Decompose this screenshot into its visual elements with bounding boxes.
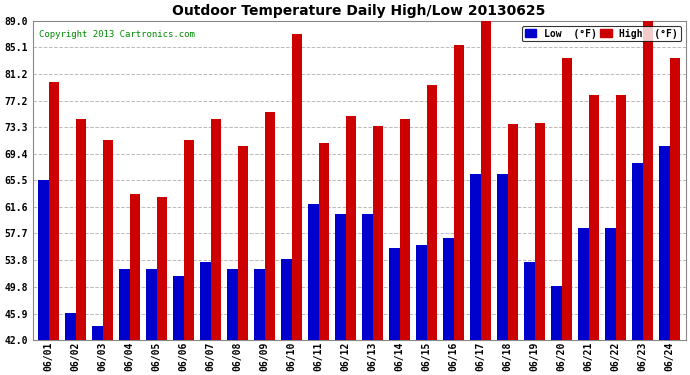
Bar bbox=[471, 174, 481, 340]
Bar bbox=[265, 112, 275, 340]
Bar bbox=[551, 286, 562, 340]
Bar bbox=[49, 82, 59, 340]
Bar bbox=[292, 34, 302, 340]
Bar bbox=[562, 58, 572, 340]
Bar bbox=[66, 313, 76, 340]
Bar bbox=[157, 197, 167, 340]
Bar bbox=[508, 124, 518, 340]
Bar bbox=[444, 238, 453, 340]
Bar bbox=[589, 96, 599, 340]
Bar bbox=[615, 96, 626, 340]
Bar bbox=[130, 194, 140, 340]
Bar bbox=[642, 21, 653, 340]
Bar bbox=[669, 58, 680, 340]
Bar bbox=[373, 126, 383, 340]
Bar bbox=[103, 140, 113, 340]
Bar bbox=[308, 204, 319, 340]
Bar bbox=[497, 174, 508, 340]
Bar bbox=[173, 276, 184, 340]
Bar bbox=[255, 269, 265, 340]
Bar bbox=[535, 123, 545, 340]
Bar bbox=[39, 180, 49, 340]
Bar bbox=[146, 269, 157, 340]
Bar bbox=[346, 116, 356, 340]
Bar bbox=[416, 245, 426, 340]
Bar bbox=[362, 214, 373, 340]
Bar bbox=[119, 269, 130, 340]
Bar bbox=[481, 21, 491, 340]
Text: Copyright 2013 Cartronics.com: Copyright 2013 Cartronics.com bbox=[39, 30, 195, 39]
Bar bbox=[335, 214, 346, 340]
Bar bbox=[389, 248, 400, 340]
Bar bbox=[524, 262, 535, 340]
Bar bbox=[319, 143, 329, 340]
Bar bbox=[578, 228, 589, 340]
Bar bbox=[426, 85, 437, 340]
Legend: Low  (°F), High  (°F): Low (°F), High (°F) bbox=[522, 26, 681, 42]
Bar bbox=[200, 262, 210, 340]
Bar bbox=[453, 45, 464, 340]
Bar bbox=[400, 119, 410, 340]
Bar bbox=[92, 327, 103, 340]
Bar bbox=[76, 119, 86, 340]
Bar bbox=[184, 140, 194, 340]
Bar bbox=[605, 228, 615, 340]
Title: Outdoor Temperature Daily High/Low 20130625: Outdoor Temperature Daily High/Low 20130… bbox=[172, 4, 546, 18]
Bar bbox=[237, 146, 248, 340]
Bar bbox=[632, 164, 642, 340]
Bar bbox=[210, 119, 221, 340]
Bar bbox=[282, 258, 292, 340]
Bar bbox=[228, 269, 237, 340]
Bar bbox=[660, 146, 669, 340]
